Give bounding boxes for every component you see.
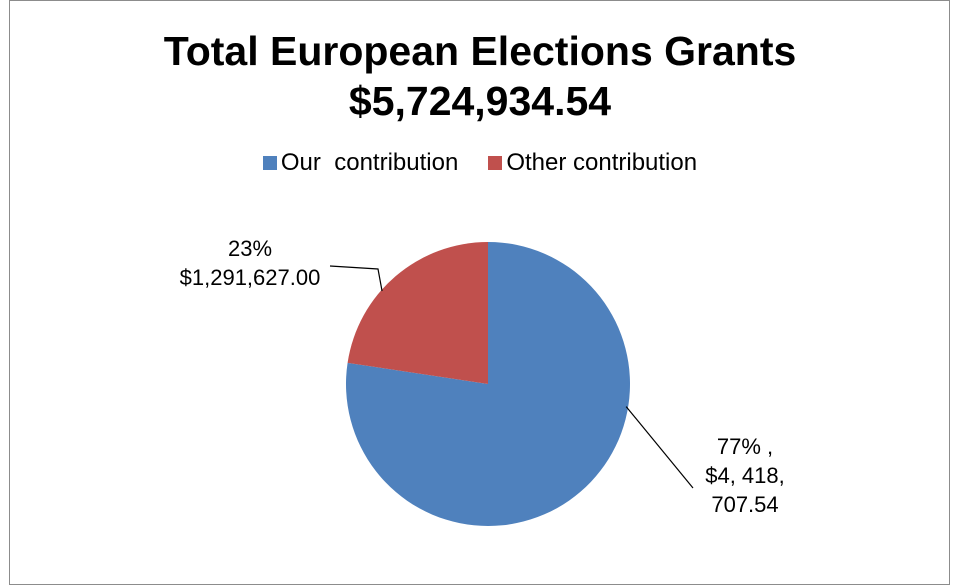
- legend-swatch-other-contribution: [488, 156, 503, 170]
- data-label-line: 707.54: [711, 492, 779, 517]
- data-label-line: $1,291,627.00: [179, 265, 321, 290]
- chart-subtitle-total: $5,724,934.54: [348, 78, 612, 124]
- legend-label-our-contribution: Our contribution: [280, 149, 459, 176]
- legend-item-other-contribution: Other contribution: [488, 149, 697, 177]
- data-label-other-contribution: 23% $1,291,627.00: [170, 234, 330, 292]
- data-label-line: $4, 418,: [705, 463, 785, 488]
- leader-lines: [329, 265, 694, 489]
- leader-line-our-contribution: [625, 406, 694, 489]
- legend-item-our-contribution: Our contribution: [262, 149, 459, 177]
- data-label-line: 77% ,: [716, 434, 774, 459]
- pie-slices: [346, 242, 630, 527]
- data-label-our-contribution: 77% , $4, 418, 707.54: [680, 432, 810, 519]
- data-label-line: 23%: [227, 236, 273, 261]
- legend-swatch-our-contribution: [262, 156, 277, 170]
- chart-title: Total European Elections Grants $5,724,9…: [0, 26, 960, 126]
- pie-slice-other-contribution: [347, 242, 488, 384]
- chart-title-line: Total European Elections Grants: [163, 28, 797, 74]
- leader-line-other-contribution: [329, 265, 383, 292]
- pie-slice-our-contribution: [346, 242, 630, 527]
- legend-label-other-contribution: Other contribution: [506, 149, 698, 176]
- legend: Our contribution Other contribution: [0, 149, 960, 177]
